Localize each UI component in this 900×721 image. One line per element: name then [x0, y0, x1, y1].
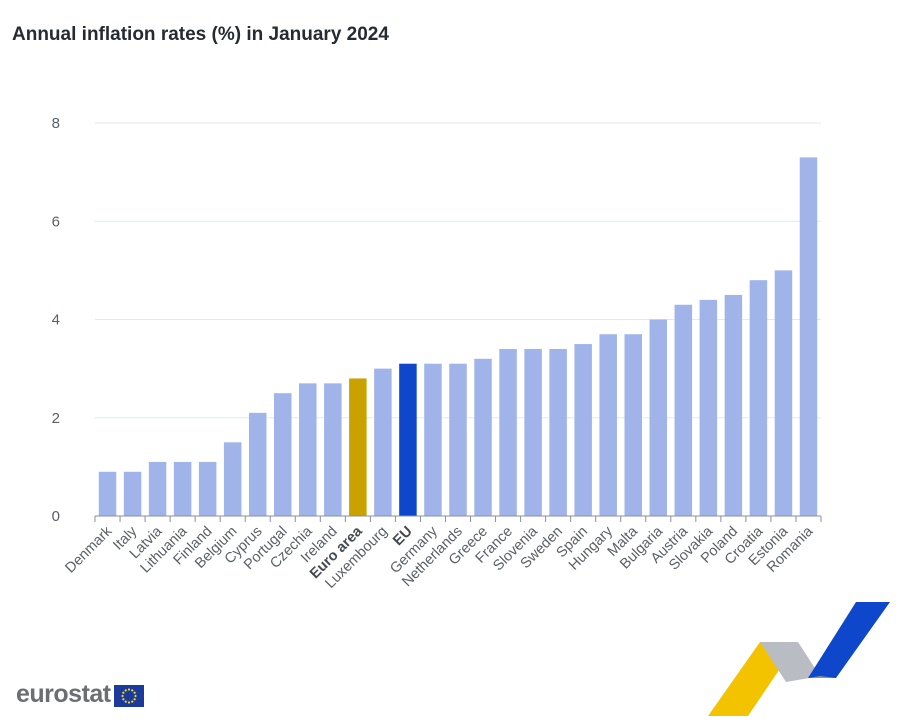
logo-text: eurostat [16, 680, 111, 708]
flag-star [130, 700, 133, 703]
y-axis-tick-labels: 0 2 4 6 8 [52, 115, 60, 525]
bar-denmark [98, 471, 117, 516]
bar-czechia [299, 383, 317, 516]
eurostat-logo: eurostat [16, 680, 144, 709]
bar-croatia [749, 280, 768, 516]
y-tick-label: 2 [52, 410, 60, 427]
bar-malta [624, 334, 642, 516]
eurostat-ribbon-icon [708, 602, 890, 716]
bar-sweden [549, 348, 567, 516]
bar-finland [198, 461, 217, 516]
bar-austria [674, 304, 693, 516]
bar-poland [724, 294, 743, 516]
flag-star [121, 691, 125, 694]
bar-slovakia [699, 299, 718, 516]
bar-hungary [599, 334, 617, 516]
bar-bulgaria [649, 319, 668, 516]
bar-luxembourg [374, 368, 392, 516]
bar-spain [574, 344, 592, 516]
x-axis [94, 515, 822, 522]
bar-estonia [774, 270, 793, 516]
x-category-label: Denmark [62, 523, 115, 576]
flag-star [124, 688, 127, 691]
bar-italy [123, 471, 142, 516]
bar-euro-area [349, 378, 367, 516]
chart-title: Annual inflation rates (%) in January 20… [12, 24, 389, 45]
flag-star [127, 700, 130, 704]
bar-germany [424, 363, 442, 516]
bar-netherlands [449, 363, 467, 516]
y-tick-label: 0 [52, 508, 60, 525]
eu-flag-icon [113, 684, 144, 707]
bar-slovenia [524, 348, 542, 516]
bar-greece [474, 358, 492, 516]
flag-star [127, 687, 130, 691]
bar-eu [399, 363, 417, 516]
flag-star [124, 700, 127, 703]
bar-ireland [324, 383, 342, 516]
bar-cyprus [248, 412, 267, 516]
flag-star [133, 697, 136, 700]
bar-france [499, 348, 517, 516]
bar-latvia [148, 461, 167, 516]
bar-portugal [274, 393, 292, 516]
y-tick-label: 6 [52, 213, 60, 230]
bar-lithuania [173, 461, 192, 516]
y-tick-label: 8 [52, 115, 60, 132]
y-tick-label: 4 [52, 312, 60, 329]
x-axis-category-labels: DenmarkItalyLatviaLithuaniaFinlandBelgiu… [62, 523, 817, 592]
flag-star [130, 688, 133, 691]
flag-star [121, 694, 124, 697]
bar-belgium [223, 442, 242, 516]
flag-star [121, 697, 125, 700]
flag-star [133, 691, 136, 694]
bar-romania [799, 157, 818, 516]
flag-star [134, 694, 137, 697]
bars [98, 157, 818, 516]
